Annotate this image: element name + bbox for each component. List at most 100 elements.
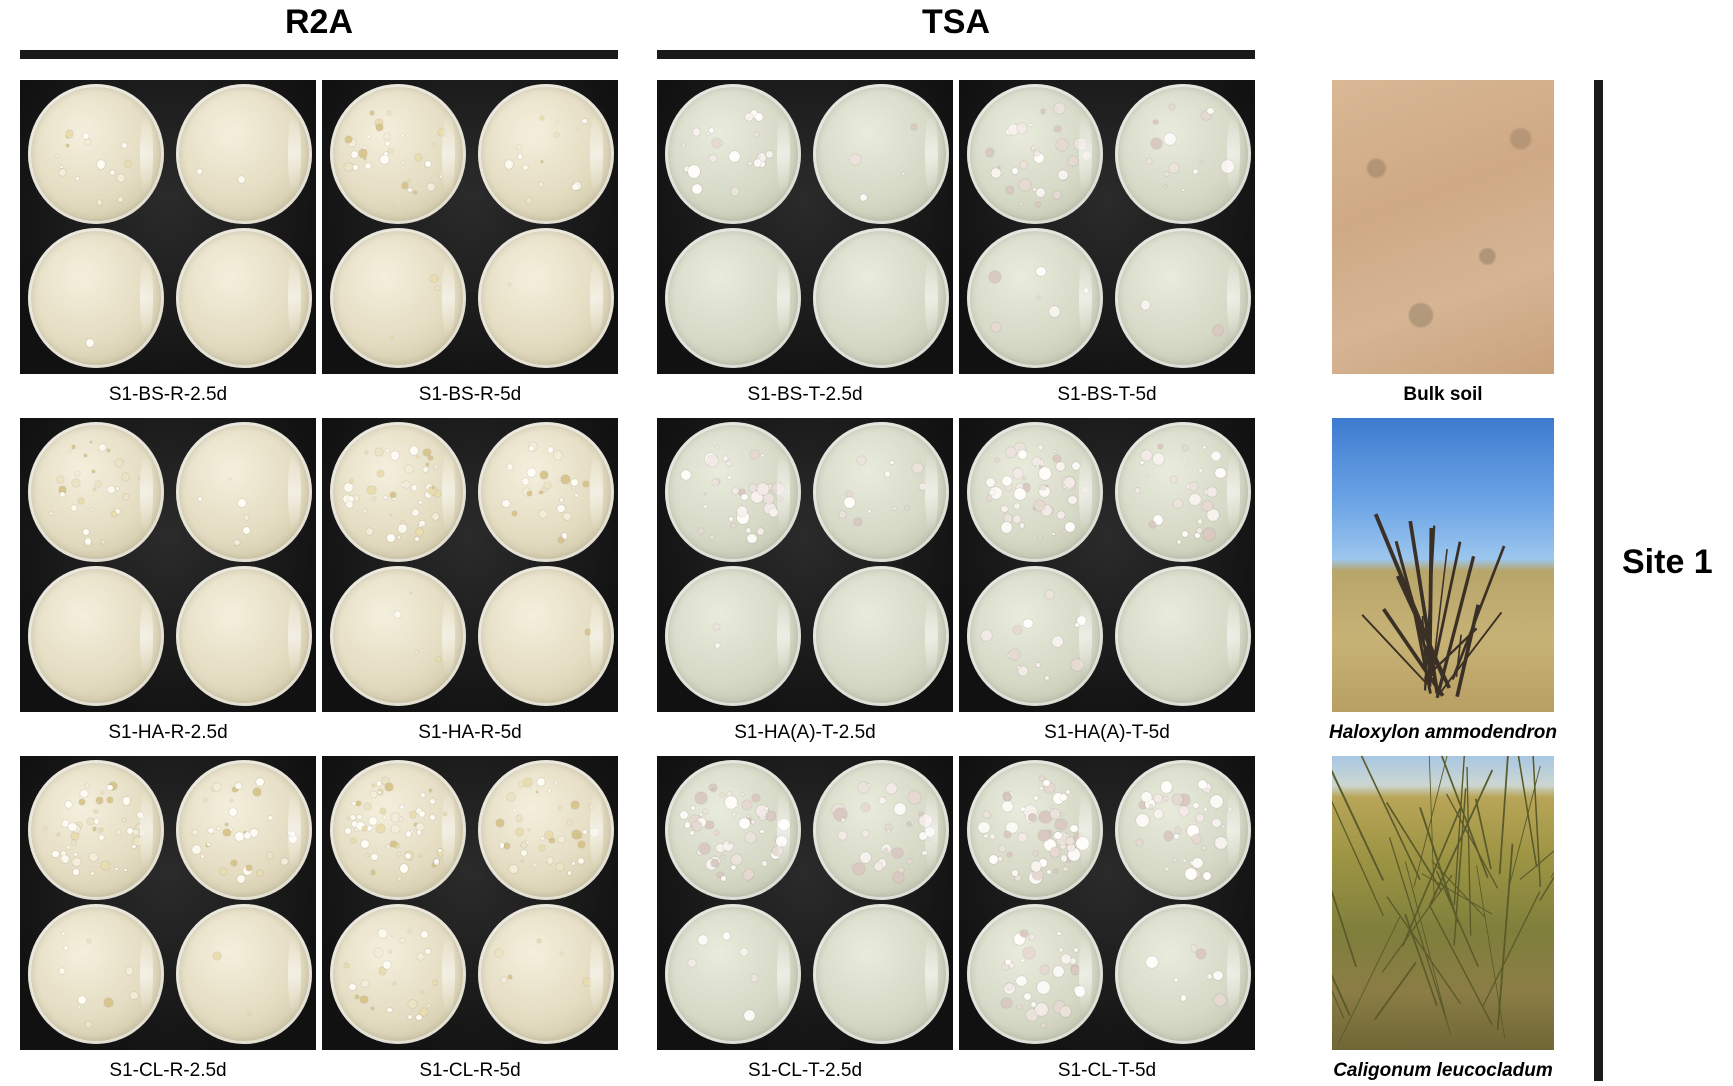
- colony: [691, 183, 703, 194]
- plate-panel: S1-HA-R-2.5d: [20, 418, 316, 748]
- colony: [433, 859, 439, 864]
- colony: [853, 517, 862, 526]
- colony: [549, 837, 555, 844]
- colony: [754, 113, 764, 122]
- colony: [1211, 451, 1222, 462]
- colony: [200, 855, 204, 859]
- colony: [1039, 859, 1047, 867]
- colony: [1153, 809, 1164, 820]
- colony: [122, 797, 131, 805]
- colony: [1062, 529, 1066, 533]
- colony: [886, 830, 890, 834]
- colony: [71, 840, 76, 845]
- colony: [98, 444, 106, 452]
- colony: [213, 951, 222, 960]
- plate-caption: S1-CL-T-2.5d: [747, 1060, 863, 1081]
- plate-caption: S1-BS-R-2.5d: [108, 384, 228, 405]
- colony: [244, 831, 247, 834]
- site-photo-caption: Haloxylon ammodendron: [1328, 722, 1558, 743]
- shrub-branch: [1474, 798, 1492, 870]
- colony: [999, 845, 1006, 852]
- colony: [750, 450, 760, 460]
- colony: [132, 836, 142, 846]
- colony: [990, 167, 1001, 179]
- colony: [712, 789, 716, 793]
- colony: [77, 1006, 81, 1009]
- colony: [845, 490, 852, 497]
- plate-photo: [959, 418, 1255, 712]
- colony: [1041, 109, 1046, 114]
- colony: [885, 783, 897, 795]
- colony: [208, 827, 215, 834]
- colony: [355, 829, 358, 832]
- colony: [680, 470, 691, 481]
- colony: [1054, 126, 1061, 133]
- colony: [401, 161, 405, 165]
- petri-dish: [665, 904, 801, 1044]
- colony: [88, 852, 98, 862]
- colony: [1053, 966, 1065, 978]
- colony: [1017, 833, 1027, 842]
- colony: [1067, 848, 1081, 861]
- colony: [127, 828, 134, 835]
- colony: [728, 516, 734, 522]
- colony: [55, 154, 59, 158]
- colony: [748, 161, 752, 166]
- colony: [1001, 476, 1012, 487]
- colony: [885, 824, 892, 831]
- colony: [1140, 460, 1144, 465]
- colony: [502, 499, 510, 508]
- colony: [66, 130, 74, 138]
- colony: [376, 469, 385, 478]
- colony: [1059, 1005, 1071, 1017]
- colony: [1201, 846, 1206, 851]
- petri-dish: [478, 228, 614, 368]
- colony: [572, 183, 579, 191]
- colony: [238, 499, 246, 507]
- tsa-header-bar: [657, 50, 1255, 59]
- colony: [728, 150, 741, 163]
- plate-glare: [1226, 112, 1241, 196]
- colony: [96, 801, 99, 804]
- colony: [371, 784, 375, 788]
- colony: [738, 489, 746, 497]
- colony: [540, 115, 544, 120]
- plate-glare: [139, 256, 154, 340]
- colony: [61, 855, 69, 864]
- colony: [536, 778, 545, 787]
- shrub-branch: [1361, 614, 1428, 685]
- plate-glare: [139, 450, 154, 534]
- petri-dish: [28, 566, 164, 706]
- colony: [567, 819, 573, 825]
- colony: [130, 992, 138, 1000]
- colony: [1004, 483, 1013, 491]
- colony: [390, 513, 393, 516]
- petri-dish: [176, 566, 312, 706]
- colony: [1060, 953, 1072, 965]
- petri-dish: [665, 228, 801, 368]
- colony: [1038, 829, 1050, 842]
- shrub-branch: [1431, 549, 1448, 675]
- colony: [435, 286, 440, 291]
- plate-photo: [20, 418, 316, 712]
- colony: [425, 949, 431, 955]
- colony: [1039, 484, 1046, 491]
- colony: [1066, 857, 1071, 863]
- colony: [1158, 443, 1164, 450]
- shrub-branch: [1428, 769, 1494, 908]
- colony: [432, 512, 440, 520]
- colony: [1190, 861, 1195, 866]
- colony: [394, 842, 400, 848]
- colony: [1164, 185, 1167, 189]
- colony: [703, 808, 709, 815]
- shrub-branch: [1360, 756, 1421, 881]
- shrub-branch: [1451, 545, 1506, 680]
- colony: [520, 841, 528, 849]
- colony: [1023, 618, 1033, 629]
- colony: [515, 815, 523, 822]
- colony: [1012, 870, 1018, 876]
- colony: [438, 848, 442, 852]
- colony: [348, 495, 355, 502]
- colony: [1211, 818, 1221, 828]
- plate-photo: [322, 80, 618, 374]
